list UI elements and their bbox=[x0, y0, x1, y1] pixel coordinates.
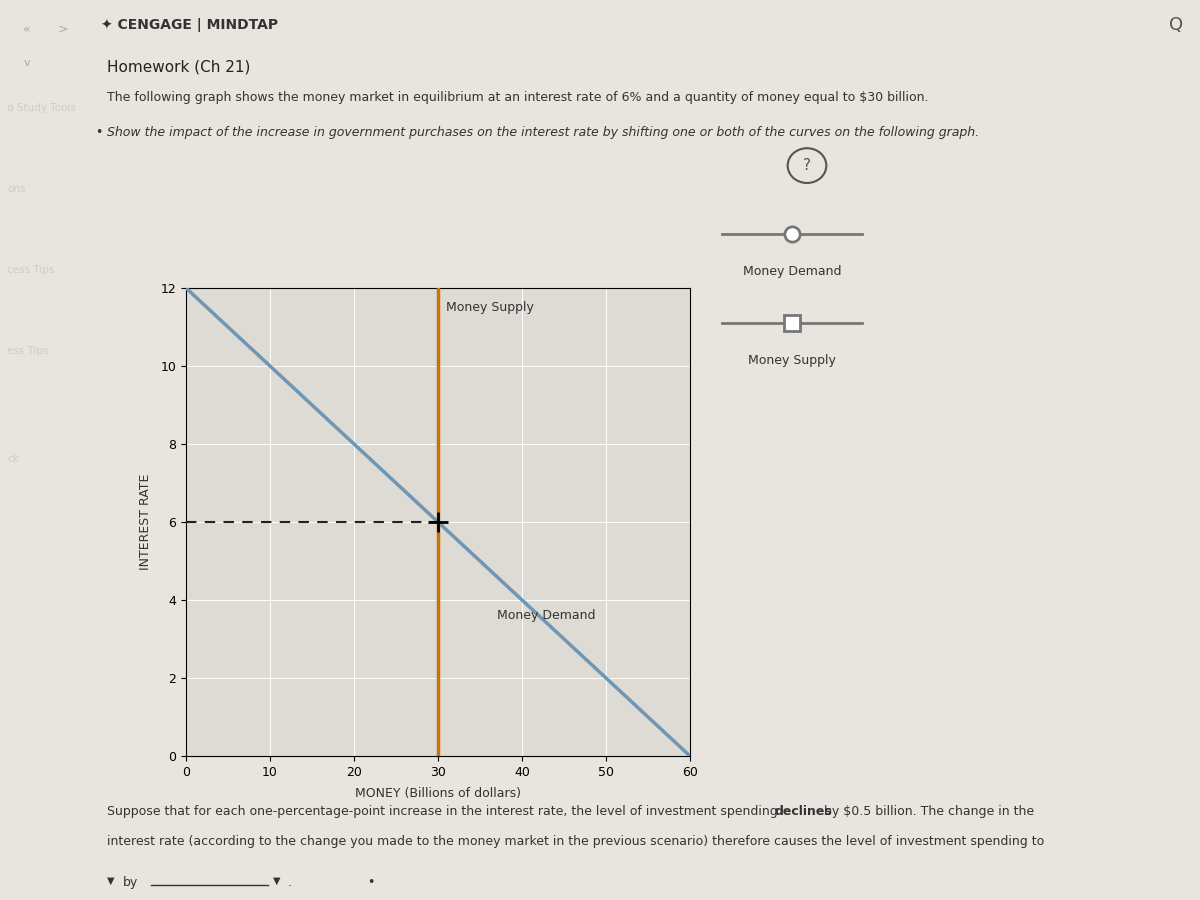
Text: •: • bbox=[96, 126, 103, 139]
Y-axis label: INTEREST RATE: INTEREST RATE bbox=[139, 473, 152, 571]
Text: Money Demand: Money Demand bbox=[497, 609, 595, 623]
Text: ▼: ▼ bbox=[107, 877, 114, 886]
Text: ons: ons bbox=[7, 184, 25, 194]
Text: Money Supply: Money Supply bbox=[748, 354, 836, 367]
Text: Money Demand: Money Demand bbox=[743, 265, 841, 278]
Text: Money Supply: Money Supply bbox=[446, 302, 534, 314]
Text: «: « bbox=[23, 22, 31, 35]
Text: declines: declines bbox=[775, 805, 833, 818]
Text: v: v bbox=[24, 58, 30, 68]
Text: ?: ? bbox=[803, 158, 811, 173]
Text: ✦ CENGAGE | MINDTAP: ✦ CENGAGE | MINDTAP bbox=[101, 18, 278, 32]
Text: by: by bbox=[124, 877, 138, 889]
Text: ▼: ▼ bbox=[274, 877, 281, 886]
Text: Homework (Ch 21): Homework (Ch 21) bbox=[107, 60, 250, 75]
Text: by $0.5 billion. The change in the: by $0.5 billion. The change in the bbox=[821, 805, 1034, 818]
Text: interest rate (according to the change you made to the money market in the previ: interest rate (according to the change y… bbox=[107, 835, 1044, 848]
Text: The following graph shows the money market in equilibrium at an interest rate of: The following graph shows the money mark… bbox=[107, 92, 928, 104]
Text: Suppose that for each one-percentage-point increase in the interest rate, the le: Suppose that for each one-percentage-poi… bbox=[107, 805, 781, 818]
Text: Show the impact of the increase in government purchases on the interest rate by : Show the impact of the increase in gover… bbox=[107, 126, 979, 139]
Text: >: > bbox=[58, 22, 68, 35]
Text: ck: ck bbox=[7, 454, 19, 464]
Text: d Study Tools: d Study Tools bbox=[7, 103, 77, 113]
X-axis label: MONEY (Billions of dollars): MONEY (Billions of dollars) bbox=[355, 788, 521, 800]
Text: •: • bbox=[367, 877, 374, 889]
Text: ess Tips: ess Tips bbox=[7, 346, 49, 356]
Text: cess Tips: cess Tips bbox=[7, 265, 54, 275]
Text: Q: Q bbox=[1169, 15, 1183, 33]
Text: .: . bbox=[288, 877, 292, 889]
